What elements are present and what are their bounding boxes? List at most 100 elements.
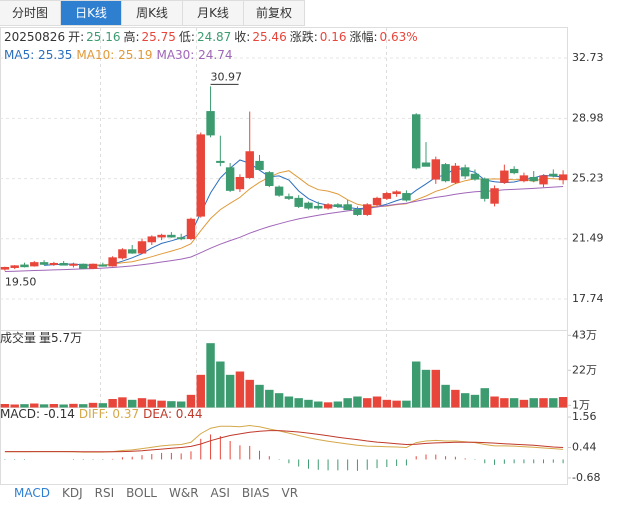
candle-body <box>294 197 303 207</box>
candle-body <box>519 175 529 182</box>
candle-body <box>343 204 352 211</box>
volume-title: 成交量 <box>0 331 37 345</box>
candle-body <box>88 263 98 269</box>
period-tab[interactable]: 前复权 <box>244 0 305 26</box>
candle-body <box>255 160 264 170</box>
volume-bar <box>265 389 274 408</box>
y-tick-label: 21.49 <box>572 232 604 245</box>
quote-label: 涨跌: <box>289 30 318 44</box>
volume-bar <box>176 401 186 408</box>
candle-body <box>147 236 157 243</box>
candle-body <box>98 264 108 267</box>
volume-bar <box>402 400 411 408</box>
candle-body <box>558 174 568 181</box>
volume-bar <box>157 400 166 408</box>
indicator-tab[interactable]: VR <box>281 486 299 500</box>
indicator-tab[interactable]: W&R <box>168 486 199 500</box>
y-tick-label: 1.56 <box>572 410 597 423</box>
indicator-tab[interactable]: KDJ <box>61 486 83 500</box>
volume-bar <box>69 403 78 408</box>
volume-bar <box>49 404 59 408</box>
candle-body <box>284 196 294 199</box>
legend-entry: DIFF: 0.37 <box>78 407 140 421</box>
quote-value: 24.87 <box>196 30 232 44</box>
quote-value: 0.16 <box>319 30 347 44</box>
candle-body <box>451 165 460 183</box>
volume-legend: 成交量 量5.7万 <box>0 329 85 346</box>
y-tick-label: 28.98 <box>572 111 604 124</box>
volume-bar <box>500 398 509 408</box>
candle-body <box>137 241 147 254</box>
candle-body <box>186 218 196 240</box>
volume-bar <box>39 404 49 408</box>
y-tick-label: 43万 <box>572 328 597 341</box>
volume-bar <box>509 398 519 408</box>
volume-bar <box>470 394 480 408</box>
quote-info: 20250826 开: 25.16 高: 25.75 低: 24.87 收: 25.46 涨跌: 0… <box>4 28 421 45</box>
quote-label: 收: <box>234 30 251 44</box>
volume-bar <box>294 398 303 408</box>
volume-bar <box>88 402 98 408</box>
period-tab[interactable]: 分时图 <box>0 0 61 26</box>
volume-bar <box>284 396 294 408</box>
candle-body <box>20 264 29 268</box>
volume-bar <box>137 398 147 408</box>
candle-body <box>196 134 205 217</box>
volume-bar <box>10 404 19 408</box>
volume-bar <box>480 388 489 408</box>
line-series <box>4 424 564 453</box>
volume-bar <box>206 343 215 408</box>
candle-body <box>382 193 392 199</box>
candle-body <box>314 205 323 209</box>
indicator-tab[interactable]: MACD <box>14 486 50 500</box>
candle-body <box>480 178 489 199</box>
candle-body <box>490 188 499 204</box>
volume-bar <box>353 396 362 408</box>
volume-bar <box>549 398 558 408</box>
volume-value: 量5.7万 <box>39 331 83 345</box>
candle-body <box>323 204 333 209</box>
indicator-tab[interactable]: BIAS <box>241 486 270 500</box>
indicator-tab[interactable]: RSI <box>94 486 115 500</box>
candle-body <box>363 204 372 215</box>
volume-bar <box>314 401 323 408</box>
legend-entry: MA30: 24.74 <box>156 48 233 62</box>
quote-value: 0.63% <box>379 30 418 44</box>
volume-bar <box>343 398 352 408</box>
indicator-tab[interactable]: ASI <box>210 486 230 500</box>
y-tick-label: 22万 <box>572 363 597 376</box>
volume-bar <box>372 396 382 408</box>
volume-bar <box>333 401 343 408</box>
candle-body <box>39 262 49 265</box>
period-tab[interactable]: 周K线 <box>122 0 183 26</box>
volume-bar <box>529 398 538 408</box>
period-tab[interactable]: 月K线 <box>183 0 244 26</box>
candle-body <box>333 204 343 207</box>
volume-bar <box>323 402 333 408</box>
candle-body <box>353 209 362 215</box>
volume-bar <box>304 399 313 408</box>
volume-bar <box>147 399 157 408</box>
quote-label: 高: <box>123 30 140 44</box>
candle-body <box>235 176 245 190</box>
candle-body <box>59 262 68 266</box>
macd-legend: MACD: -0.14 DIFF: 0.37 DEA: 0.44 <box>0 407 207 421</box>
quote-value: 25.16 <box>86 30 121 44</box>
volume-bar <box>392 400 401 408</box>
y-tick-label: 17.74 <box>572 292 604 305</box>
candle-body <box>0 266 10 270</box>
period-tab[interactable]: 日K线 <box>61 0 122 26</box>
candle-body <box>118 249 127 259</box>
chart-frame <box>0 27 568 485</box>
candle-body <box>176 237 186 240</box>
y-tick-label: 0.44 <box>572 440 597 453</box>
volume-bar <box>255 384 264 408</box>
candle-body <box>157 234 166 238</box>
line-series <box>4 430 564 453</box>
candle-body <box>411 114 421 169</box>
volume-bar <box>441 384 450 408</box>
indicator-tab[interactable]: BOLL <box>126 486 157 500</box>
candle-body <box>127 249 137 254</box>
volume-bar <box>20 404 29 408</box>
volume-bar <box>59 404 68 408</box>
